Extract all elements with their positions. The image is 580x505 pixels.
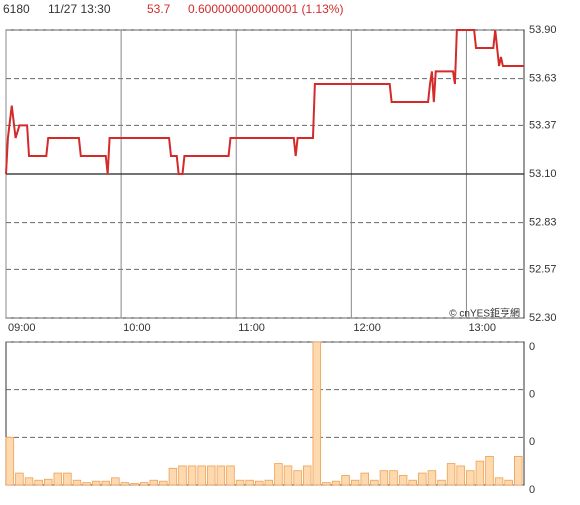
volume-bar	[475, 460, 485, 486]
x-tick-label: 10:00	[123, 322, 151, 334]
price-line	[5, 29, 524, 175]
volume-bar	[485, 455, 494, 486]
watermark: © cnYES鉅亨網	[449, 307, 520, 320]
volume-bar	[255, 480, 264, 486]
change: 0.600000000000001 (1.13%)	[188, 2, 343, 16]
volume-bar	[63, 472, 72, 486]
x-tick-label: 12:00	[353, 322, 381, 334]
y-tick-label: 0	[529, 436, 535, 448]
volume-bar	[187, 465, 197, 486]
x-tick-label: 11:00	[238, 322, 265, 334]
volume-bar	[216, 465, 226, 486]
volume-bar	[24, 477, 34, 486]
volume-bar	[322, 482, 331, 486]
y-tick-label: 0	[529, 484, 535, 496]
time: 11/27 13:30	[48, 2, 111, 16]
volume-bar	[159, 480, 168, 486]
volume-bar	[437, 479, 446, 486]
volume-bar	[130, 483, 139, 486]
y-tick-label: 0	[529, 389, 535, 401]
volume-bar	[446, 463, 456, 486]
y-tick-label: 53.90	[529, 24, 557, 36]
volume-bar	[101, 480, 111, 486]
volume-bar	[15, 472, 24, 486]
volume-bar	[293, 470, 302, 486]
volume-bar	[494, 477, 504, 486]
volume-bar	[456, 465, 465, 486]
y-tick-label: 52.83	[529, 217, 557, 229]
volume-bar	[312, 341, 322, 486]
volume-bar	[168, 467, 178, 486]
volume-bar	[360, 472, 370, 486]
plot-area	[5, 341, 525, 486]
symbol: 6180	[3, 2, 30, 16]
volume-bar	[34, 479, 43, 486]
y-tick-label: 0	[529, 341, 535, 353]
volume-bar	[111, 477, 120, 486]
volume-bar	[389, 470, 398, 486]
volume-bar	[178, 465, 187, 486]
volume-bar	[466, 470, 475, 486]
volume-bar	[274, 463, 283, 486]
volume-bar	[5, 436, 15, 486]
volume-bar	[418, 472, 427, 486]
volume-bar	[408, 479, 417, 486]
volume-bar	[379, 470, 389, 486]
y-tick-label: 53.63	[529, 73, 557, 85]
volume-bar	[283, 465, 293, 486]
volume-bar	[341, 475, 350, 486]
volume-bar	[72, 479, 82, 486]
volume-bar	[514, 455, 523, 486]
volume-bar	[235, 479, 245, 486]
volume-bar	[302, 465, 312, 486]
volume-bar	[331, 480, 341, 486]
volume-bar	[197, 465, 206, 486]
y-tick-label: 52.30	[529, 312, 557, 324]
volume-bar	[91, 480, 101, 486]
price: 53.7	[147, 2, 171, 16]
volume-bar	[504, 479, 513, 486]
volume-bar	[245, 479, 254, 486]
volume-bar	[370, 479, 379, 486]
volume-bar	[139, 482, 149, 486]
y-tick-label: 53.10	[529, 168, 557, 180]
volume-bar	[427, 470, 437, 486]
y-tick-label: 53.37	[529, 119, 557, 131]
x-tick-label: 13:00	[468, 322, 496, 334]
volume-bar	[43, 478, 53, 486]
volume-bar	[350, 479, 360, 486]
volume-bar	[53, 472, 63, 486]
volume-bar	[82, 482, 91, 486]
volume-bar	[149, 479, 158, 486]
volume-bar	[226, 465, 235, 486]
volume-bar	[398, 475, 408, 486]
volume-bar	[207, 465, 216, 486]
y-tick-label: 52.57	[529, 263, 557, 275]
x-tick-label: 09:00	[8, 322, 36, 334]
volume-bar	[120, 482, 130, 486]
volume-bar	[264, 479, 274, 486]
